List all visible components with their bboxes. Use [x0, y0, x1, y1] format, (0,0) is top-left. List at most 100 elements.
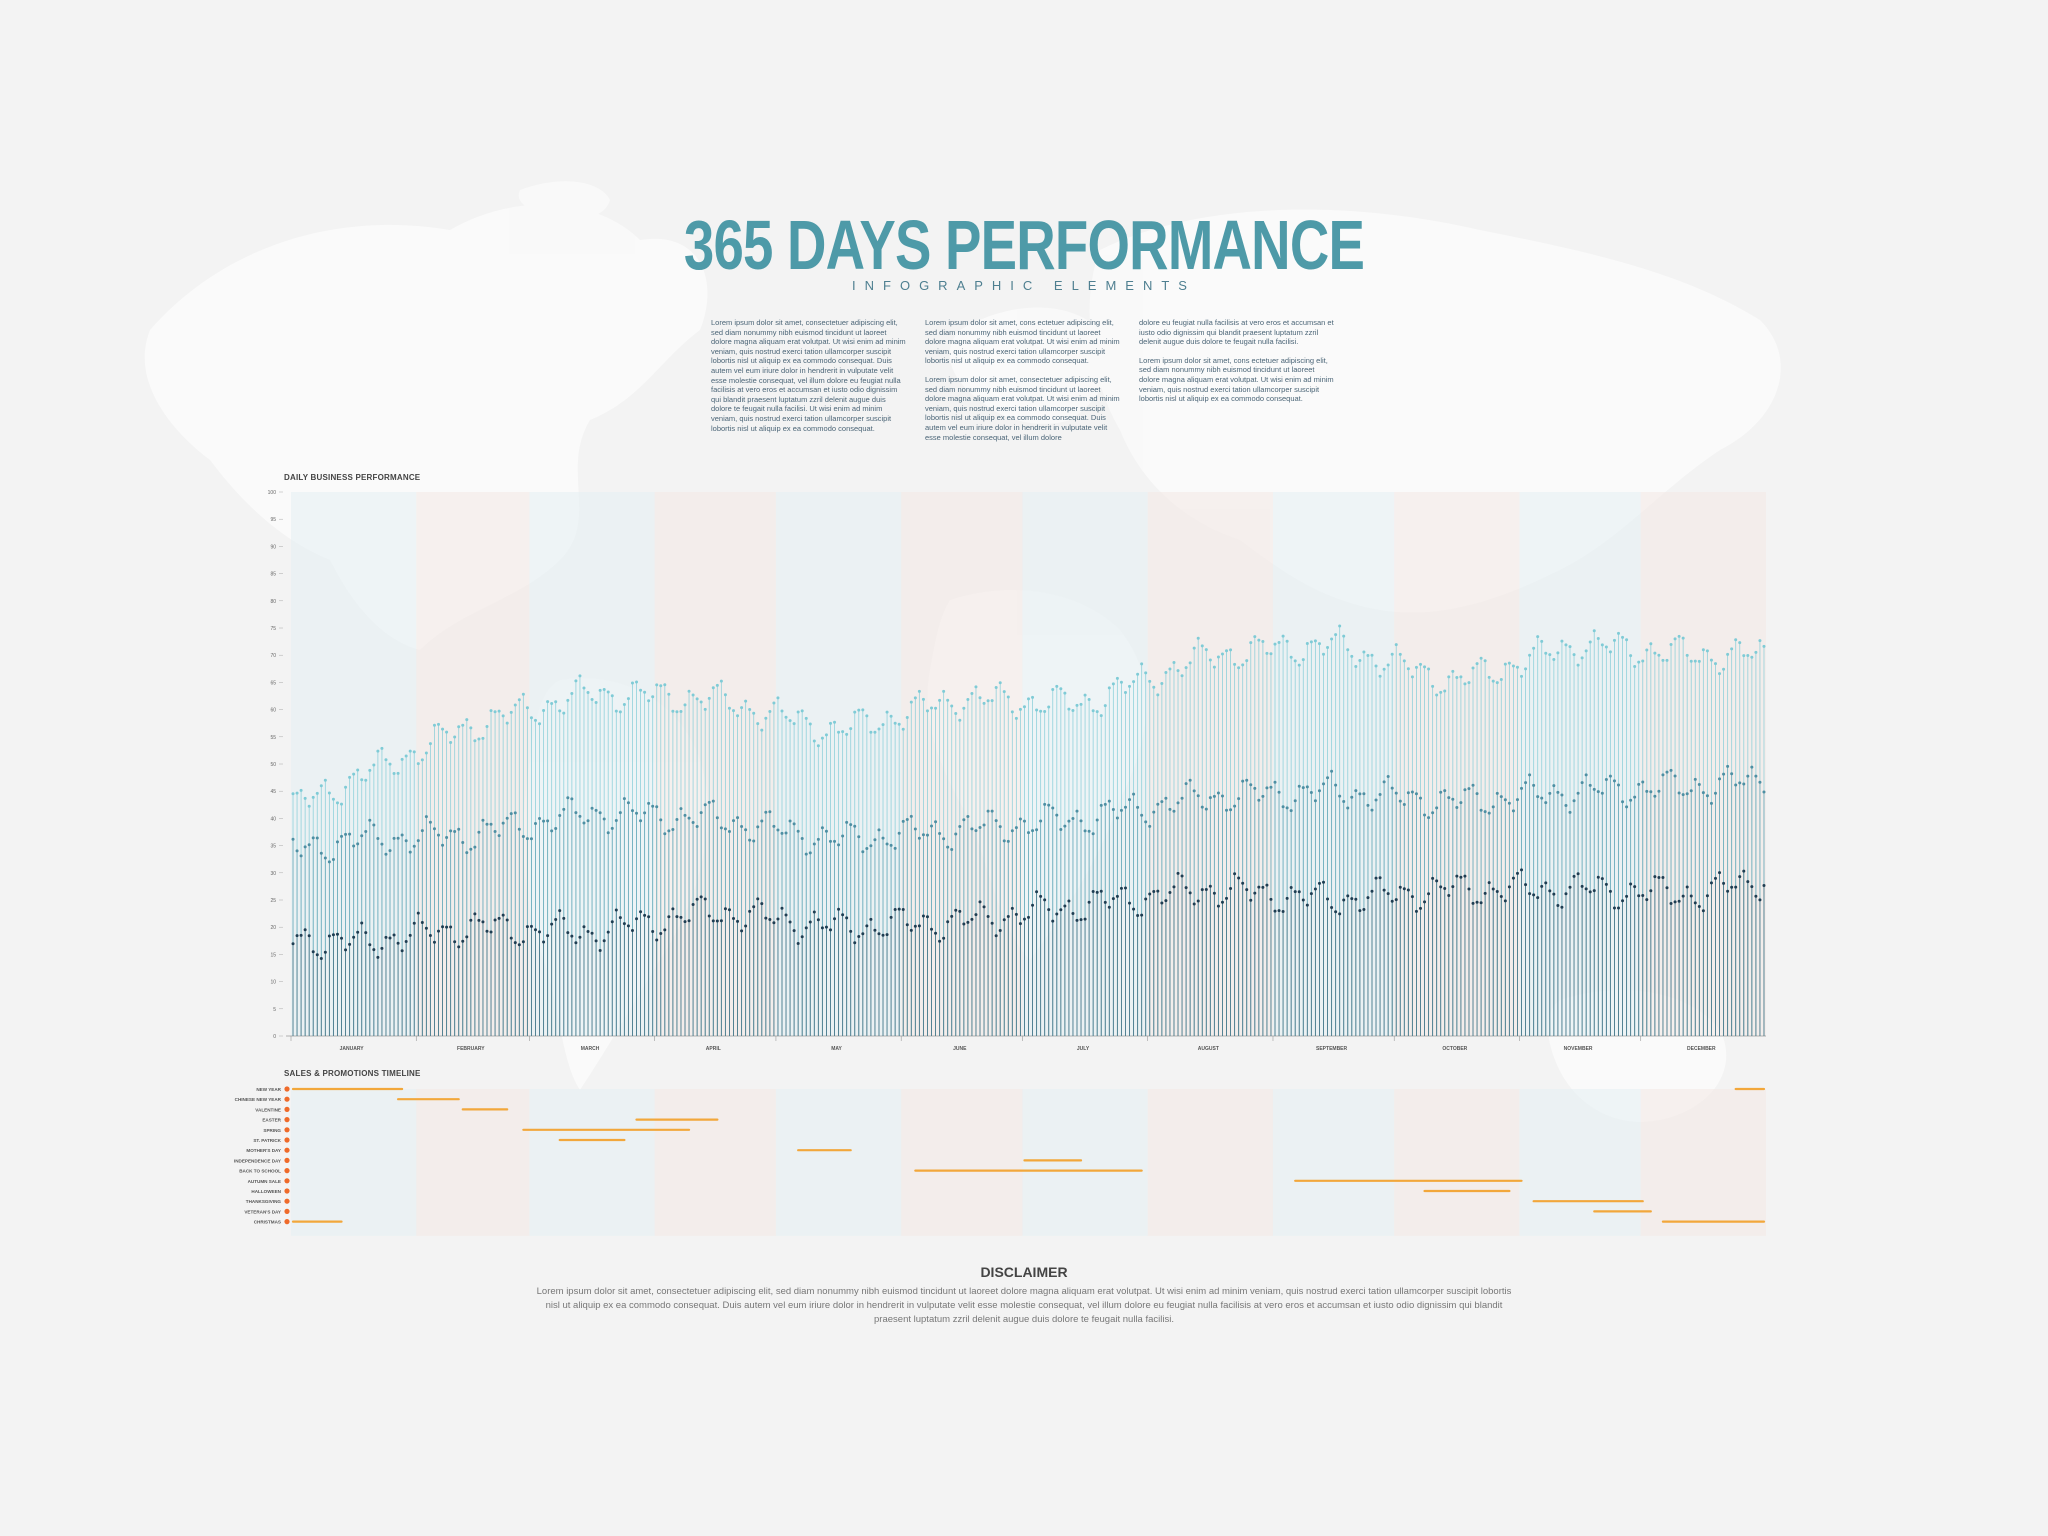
performance-chart-title: DAILY BUSINESS PERFORMANCE — [284, 473, 421, 482]
data-point — [1568, 810, 1572, 814]
data-point — [1079, 819, 1083, 823]
data-point — [1596, 637, 1600, 641]
data-point — [1200, 888, 1204, 892]
data-point — [1091, 709, 1095, 713]
data-point — [998, 825, 1002, 829]
month-label: JUNE — [953, 1046, 967, 1052]
data-point — [1382, 667, 1386, 671]
data-point — [602, 817, 606, 821]
data-point — [687, 689, 691, 693]
timeline-label: VETERAN'S DAY — [244, 1209, 281, 1214]
data-point — [970, 917, 974, 921]
data-point — [954, 908, 958, 912]
data-point — [946, 698, 950, 702]
data-point — [1164, 671, 1168, 675]
data-point — [1305, 903, 1309, 907]
data-point — [736, 919, 740, 923]
data-point — [776, 696, 780, 700]
data-point — [1726, 652, 1730, 656]
data-point — [1637, 660, 1641, 664]
data-point — [614, 908, 618, 912]
data-point — [315, 953, 319, 957]
data-point — [1196, 636, 1200, 640]
data-point — [1503, 662, 1507, 666]
data-point — [897, 722, 901, 726]
data-point — [606, 831, 610, 835]
data-point — [1132, 680, 1136, 684]
data-point — [828, 928, 832, 932]
data-point — [618, 710, 622, 714]
data-point — [651, 804, 655, 808]
data-point — [719, 826, 723, 830]
data-point — [1665, 770, 1669, 774]
data-point — [699, 895, 703, 899]
data-point — [917, 689, 921, 693]
data-point — [913, 696, 917, 700]
month-band — [1022, 1089, 1148, 1236]
data-point — [493, 918, 497, 922]
y-tick-label: 100 — [268, 490, 277, 496]
data-point — [820, 736, 824, 740]
timeline-dot — [284, 1117, 290, 1123]
data-point — [1390, 786, 1394, 790]
data-point — [1220, 794, 1224, 798]
data-point — [497, 709, 501, 713]
data-point — [497, 834, 501, 838]
data-point — [998, 681, 1002, 685]
data-point — [1568, 885, 1572, 889]
data-point — [348, 942, 352, 946]
data-point — [723, 907, 727, 911]
data-point — [978, 696, 982, 700]
data-point — [1010, 710, 1014, 714]
data-point — [732, 916, 735, 920]
data-point — [1677, 791, 1681, 795]
y-tick-label: 40 — [270, 816, 276, 822]
data-point — [1083, 917, 1087, 921]
data-point — [1427, 816, 1431, 820]
data-point — [1762, 790, 1766, 794]
data-point — [1091, 832, 1095, 836]
data-point — [711, 686, 715, 690]
data-point — [445, 730, 449, 734]
data-point — [1483, 891, 1487, 895]
data-point — [1661, 773, 1665, 777]
data-point — [986, 809, 990, 813]
data-point — [780, 831, 784, 835]
data-point — [1354, 664, 1358, 668]
data-point — [1370, 808, 1374, 812]
data-point — [1443, 789, 1447, 793]
data-point — [792, 822, 796, 826]
data-point — [804, 716, 808, 720]
data-point — [602, 688, 606, 692]
data-point — [1540, 639, 1544, 643]
data-point — [816, 918, 820, 922]
data-point — [1439, 690, 1443, 694]
month-label: MARCH — [581, 1046, 600, 1052]
data-point — [473, 912, 477, 916]
data-point — [1192, 646, 1196, 650]
data-point — [1386, 663, 1390, 667]
data-point — [1039, 819, 1043, 823]
data-point — [1467, 681, 1471, 685]
data-point — [1661, 658, 1665, 662]
data-point — [1245, 888, 1249, 892]
intro-paragraph: Lorem ipsum dolor sit amet, consectetuer… — [711, 318, 906, 433]
data-point — [1237, 797, 1241, 801]
data-point — [857, 835, 861, 839]
data-point — [1637, 894, 1641, 898]
data-point — [1208, 884, 1212, 888]
data-point — [1309, 640, 1313, 644]
data-point — [542, 709, 546, 713]
data-point — [808, 920, 812, 924]
data-point — [509, 936, 513, 940]
data-point — [546, 819, 550, 823]
data-point — [1313, 799, 1317, 803]
y-tick-label: 20 — [270, 925, 276, 931]
timeline-dot — [284, 1168, 290, 1174]
data-point — [1722, 881, 1726, 885]
data-point — [558, 709, 562, 713]
data-point — [453, 735, 457, 739]
data-point — [1083, 693, 1087, 697]
timeline-label: ST. PATRICK — [253, 1138, 281, 1143]
